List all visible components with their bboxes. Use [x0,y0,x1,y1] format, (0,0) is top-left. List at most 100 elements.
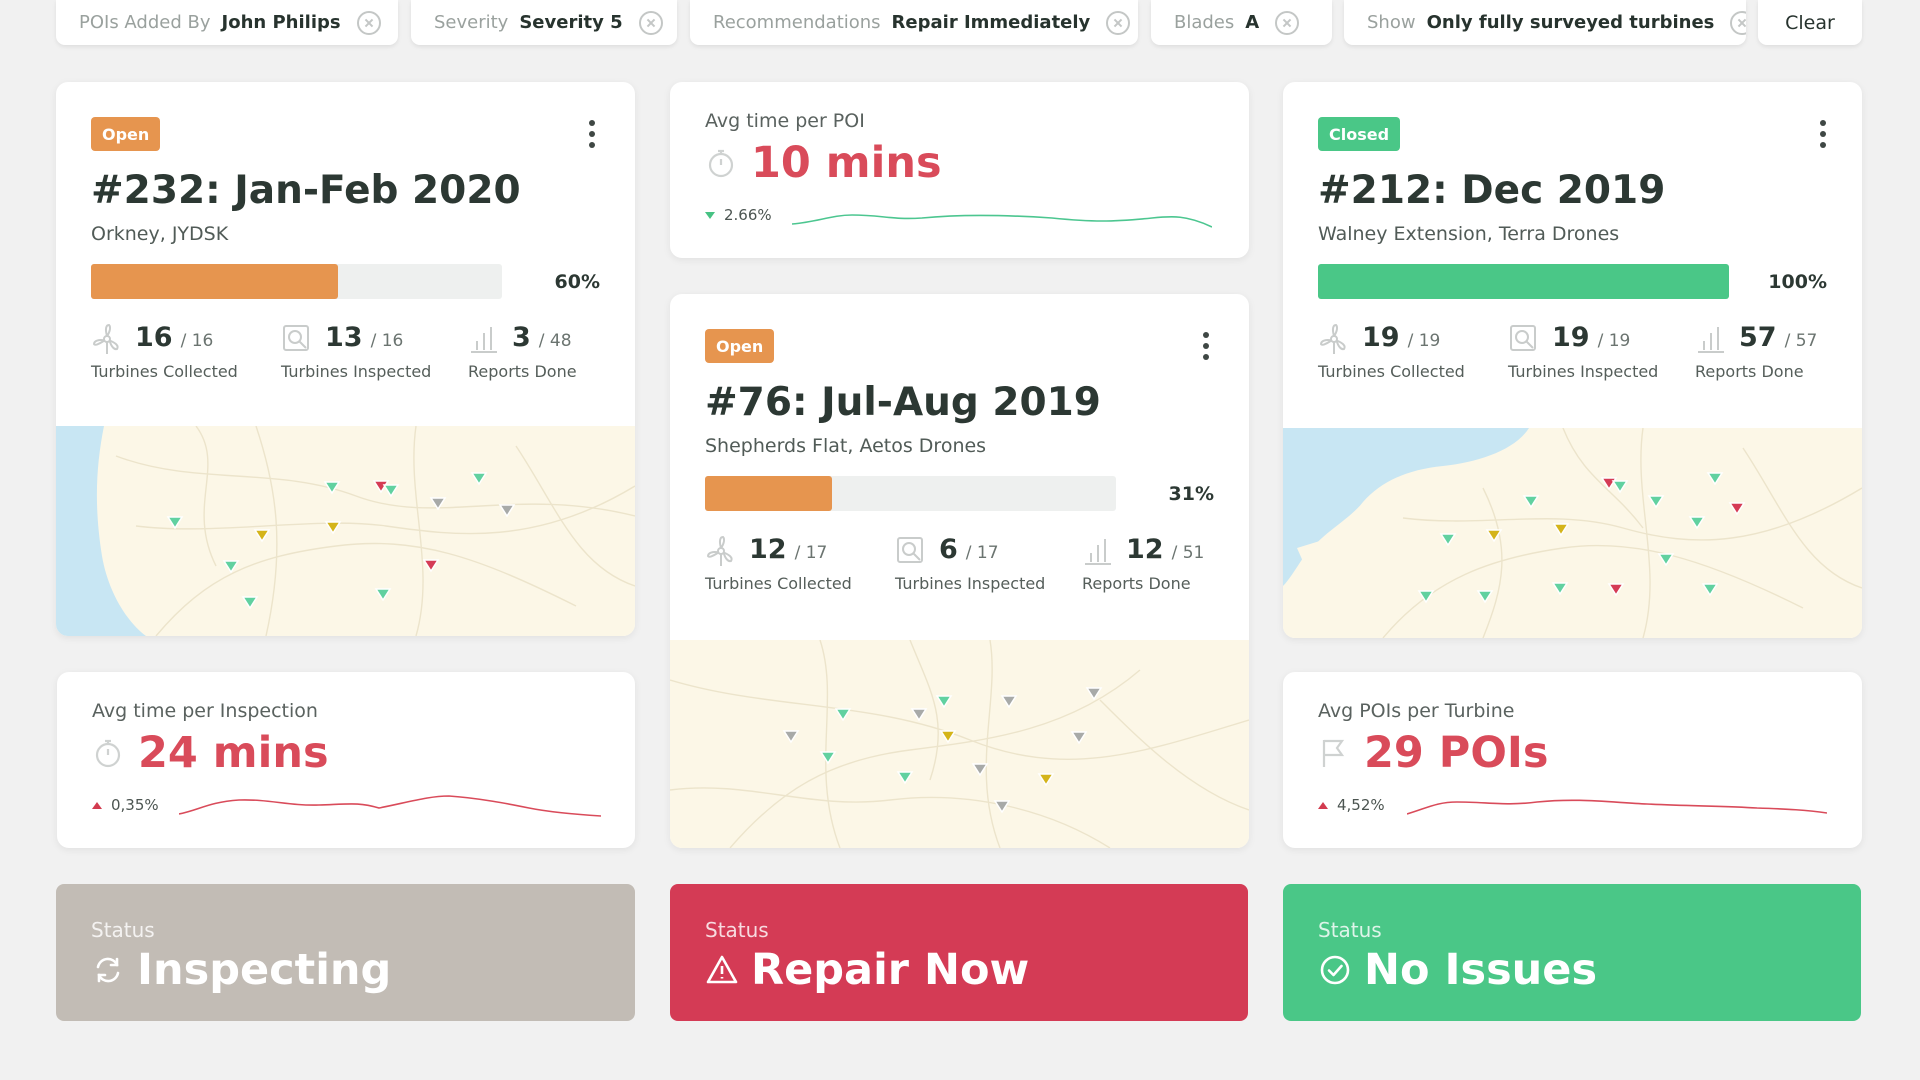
filter-chip-show[interactable]: Show Only fully surveyed turbines [1344,0,1746,45]
clear-filters-button[interactable]: Clear [1758,0,1862,45]
remove-filter-icon[interactable] [1275,10,1300,35]
filter-label: Severity [434,12,509,33]
map-pin[interactable] [1657,553,1675,567]
map-pin[interactable] [819,751,837,765]
map-pin[interactable] [1701,583,1719,597]
map-pin[interactable] [222,560,240,574]
stopwatch-icon [95,739,121,768]
map-pin[interactable] [935,695,953,709]
project-card-76[interactable]: Open #76: Jul-Aug 2019 Shepherds Flat, A… [670,294,1249,848]
stat-label: Turbines Collected [91,362,238,381]
stat-value: 12 [749,534,787,565]
map-pin[interactable] [166,516,184,530]
stat-label: Reports Done [468,362,577,381]
map-pin[interactable] [939,730,957,744]
filter-value: Repair Immediately [891,12,1091,33]
map-pin[interactable] [429,497,447,511]
status-value: Repair Now [751,945,1030,995]
status-card-repair-now[interactable]: Status Repair Now [670,884,1248,1021]
map-pin[interactable] [323,481,341,495]
map-pin[interactable] [422,559,440,573]
status-label: Status [1318,918,1382,942]
map-pin[interactable] [834,708,852,722]
status-badge: Closed [1318,117,1401,151]
map-pin[interactable] [1037,773,1055,787]
map-pin[interactable] [910,708,928,722]
filter-chip-blades[interactable]: Blades A [1151,0,1332,45]
map-pin[interactable] [1439,533,1457,547]
remove-filter-icon[interactable] [1106,10,1131,35]
filter-chip-pois-added-by[interactable]: POIs Added By John Philips [56,0,398,45]
map-pin[interactable] [1647,495,1665,509]
progress-fill [1318,264,1729,299]
map-pin[interactable] [1000,695,1018,709]
stat-turbines-collected: 12 / 17 Turbines Collected [705,534,852,593]
trend-up-icon [92,801,102,809]
remove-filter-icon[interactable] [1730,10,1746,35]
map-pin[interactable] [253,529,271,543]
map-pin[interactable] [993,800,1011,814]
remove-filter-icon[interactable] [356,10,381,35]
map-pin[interactable] [1688,516,1706,530]
more-options-icon[interactable] [1202,332,1210,360]
metric-label: Avg POIs per Turbine [1318,700,1515,722]
project-subtitle: Walney Extension, Terra Drones [1318,223,1620,245]
map-pin[interactable] [1607,583,1625,597]
project-card-212[interactable]: Closed #212: Dec 2019 Walney Extension, … [1283,82,1862,638]
project-subtitle: Orkney, JYDSK [91,223,229,245]
warning-icon [706,955,738,984]
map-pin[interactable] [470,472,488,486]
more-options-icon[interactable] [588,120,596,148]
filter-label: Recommendations [713,12,881,33]
stat-total: / 17 [794,543,828,563]
map-pin[interactable] [971,763,989,777]
map-pin[interactable] [1522,495,1540,509]
metric-label: Avg time per POI [705,110,865,132]
status-card-no-issues[interactable]: Status No Issues [1283,884,1861,1021]
map-pins[interactable] [1417,472,1746,604]
map-pin[interactable] [1611,480,1629,494]
map-pin[interactable] [374,588,392,602]
project-map[interactable] [56,426,635,636]
project-map[interactable] [670,640,1249,848]
map-pin[interactable] [1728,502,1746,516]
stat-total: / 19 [1407,331,1441,351]
map-pin[interactable] [1476,590,1494,604]
map-pin[interactable] [1706,472,1724,486]
filter-chip-severity[interactable]: Severity Severity 5 [411,0,677,45]
map-pin[interactable] [782,730,800,744]
sparkline [1407,799,1827,815]
progress-bar [1318,264,1729,299]
metric-change: 4,52% [1318,796,1385,814]
project-map[interactable] [1283,428,1862,638]
metric-value: 29 POIs [1364,728,1549,778]
map-pin[interactable] [1552,523,1570,537]
map-pin[interactable] [1070,731,1088,745]
stat-reports-done: 3 / 48 Reports Done [468,322,577,381]
map-pin[interactable] [1085,687,1103,701]
more-options-icon[interactable] [1819,120,1827,148]
filter-chip-recommendations[interactable]: Recommendations Repair Immediately [690,0,1138,45]
map-pin[interactable] [382,484,400,498]
map-pin[interactable] [498,504,516,518]
stat-label: Turbines Collected [1318,362,1465,381]
map-pin[interactable] [1417,590,1435,604]
stat-label: Reports Done [1082,574,1191,593]
map-pin[interactable] [241,596,259,610]
filter-label: POIs Added By [79,12,211,33]
stat-value: 16 [135,322,173,353]
remove-filter-icon[interactable] [638,10,663,35]
project-card-232[interactable]: Open #232: Jan-Feb 2020 Orkney, JYDSK 60… [56,82,635,636]
map-pin[interactable] [1551,582,1569,596]
map-pin[interactable] [1485,529,1503,543]
status-card-inspecting[interactable]: Status Inspecting [56,884,635,1021]
stat-total: / 51 [1171,543,1205,563]
metric-change-value: 4,52% [1337,796,1385,814]
map-pins[interactable] [782,687,1103,814]
map-pin[interactable] [896,771,914,785]
metric-value: 10 mins [751,138,942,188]
turbine-icon [706,535,733,566]
bar-chart-icon [1698,327,1724,353]
map-pin[interactable] [324,521,342,535]
map-pins[interactable] [166,472,516,610]
